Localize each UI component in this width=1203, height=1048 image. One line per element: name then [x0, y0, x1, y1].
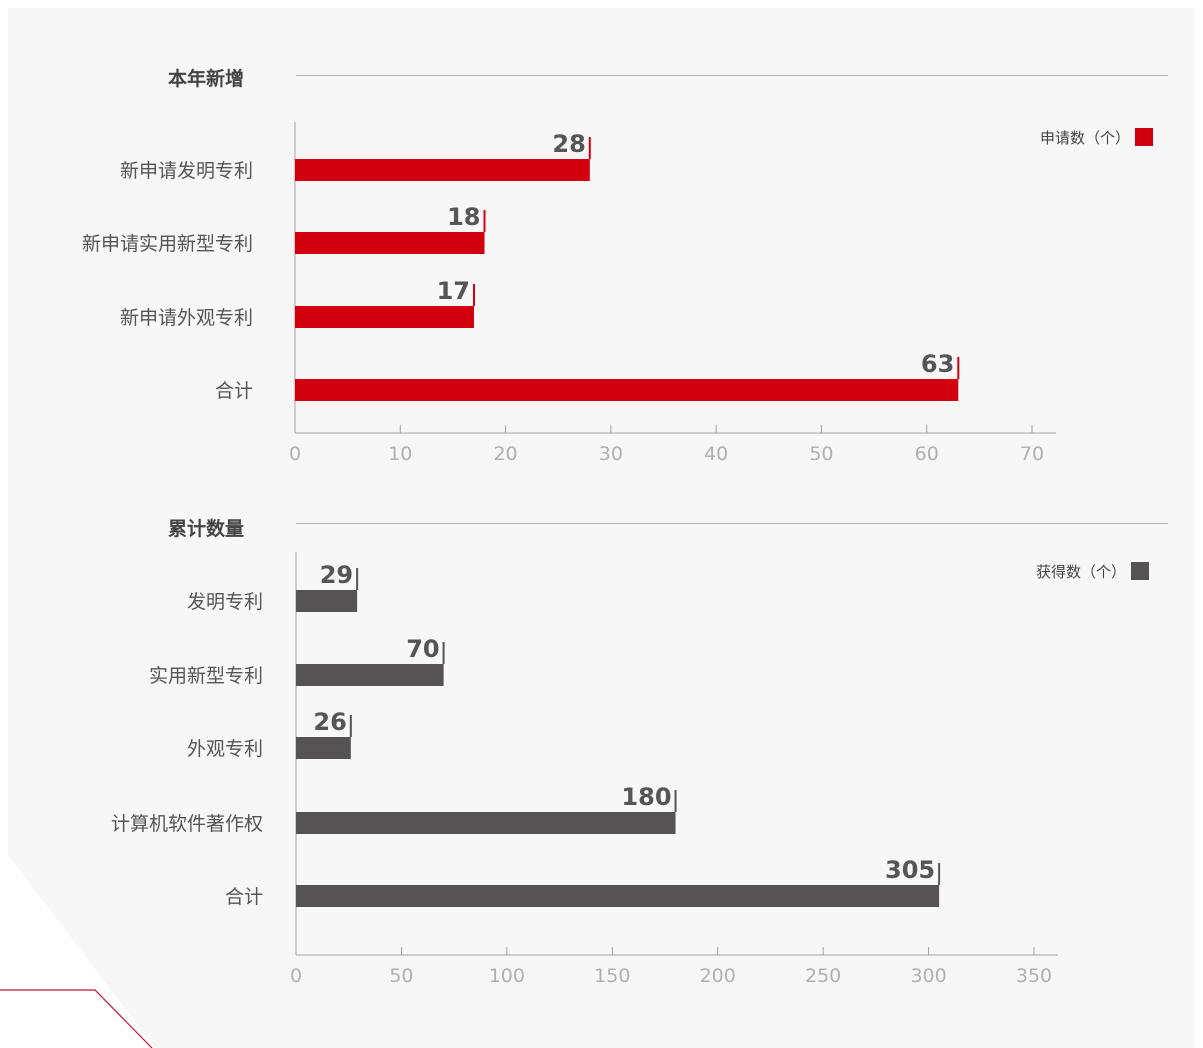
category-label: 计算机软件著作权 [111, 813, 263, 835]
category-label: 新申请发明专利 [120, 160, 253, 182]
category-label: 合计 [225, 886, 263, 908]
bar-value-label: 26 [313, 708, 346, 736]
section-title-new: 本年新增 [168, 68, 245, 90]
bar-value-label: 28 [552, 130, 585, 158]
x-tick-label: 50 [389, 965, 413, 987]
x-tick-label: 30 [599, 443, 623, 465]
x-tick-label: 0 [290, 965, 302, 987]
bar [296, 737, 351, 759]
x-tick-label: 300 [910, 965, 946, 987]
chart-new-applications: 0 10 20 30 40 50 60 70 新申请发明专利 28 新申请实用新型专利 18 新申请外观… [82, 122, 1153, 465]
category-label: 实用新型专利 [149, 665, 263, 687]
bar-value-label: 180 [621, 783, 671, 811]
bar [296, 812, 676, 834]
x-tick-label: 250 [805, 965, 841, 987]
panel-shape [8, 8, 1195, 1048]
section-title-cumulative: 累计数量 [168, 518, 245, 540]
x-tick-label: 350 [1016, 965, 1052, 987]
x-tick-label: 40 [704, 443, 728, 465]
bar-value-label: 70 [406, 635, 439, 663]
category-label: 新申请外观专利 [120, 307, 253, 329]
x-tick-label: 50 [809, 443, 833, 465]
x-tick-label: 10 [388, 443, 412, 465]
x-tick-label: 150 [594, 965, 630, 987]
bar-value-label: 63 [921, 350, 954, 378]
bar [296, 664, 444, 686]
x-tick-label: 60 [915, 443, 939, 465]
category-label: 发明专利 [187, 591, 263, 613]
bar-value-label: 18 [447, 203, 480, 231]
x-tick-label: 100 [489, 965, 525, 987]
legend-swatch [1135, 128, 1153, 146]
legend-label: 获得数（个） [1036, 563, 1126, 581]
bar [296, 885, 940, 907]
legend-label: 申请数（个） [1040, 129, 1130, 147]
x-tick-label: 20 [493, 443, 517, 465]
bar-value-label: 305 [885, 856, 935, 884]
bar [295, 306, 474, 328]
category-label: 新申请实用新型专利 [82, 233, 253, 255]
category-label: 合计 [215, 380, 253, 402]
x-tick-label: 70 [1020, 443, 1044, 465]
x-tick-label: 200 [700, 965, 736, 987]
legend-swatch [1131, 562, 1149, 580]
section-rule-cumulative [296, 523, 1168, 524]
section-rule-new [296, 75, 1168, 76]
bar-value-label: 29 [320, 561, 353, 589]
bar [296, 590, 358, 612]
bar [295, 379, 959, 401]
category-label: 外观专利 [187, 738, 263, 760]
x-tick-label: 0 [289, 443, 301, 465]
bar [295, 159, 590, 181]
bar [295, 232, 485, 254]
bar-value-label: 17 [437, 277, 470, 305]
decorative-line [0, 989, 153, 1048]
